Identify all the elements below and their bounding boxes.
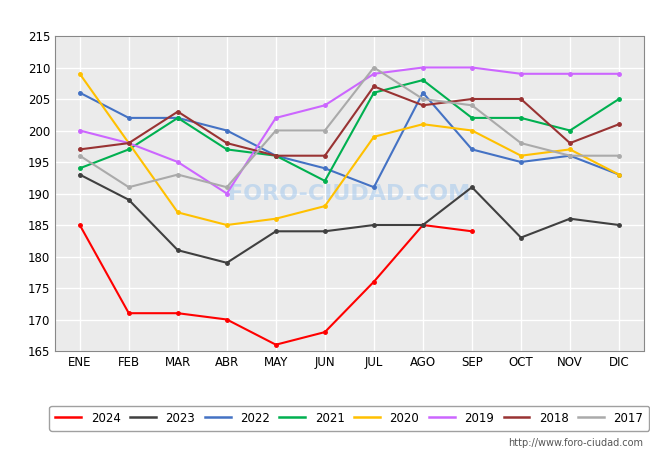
Text: Afiliados en Ramirás a 30/9/2024: Afiliados en Ramirás a 30/9/2024 [176,7,474,25]
Text: FORO-CIUDAD.COM: FORO-CIUDAD.COM [228,184,471,203]
Legend: 2024, 2023, 2022, 2021, 2020, 2019, 2018, 2017: 2024, 2023, 2022, 2021, 2020, 2019, 2018… [49,406,649,431]
Text: http://www.foro-ciudad.com: http://www.foro-ciudad.com [508,438,644,448]
